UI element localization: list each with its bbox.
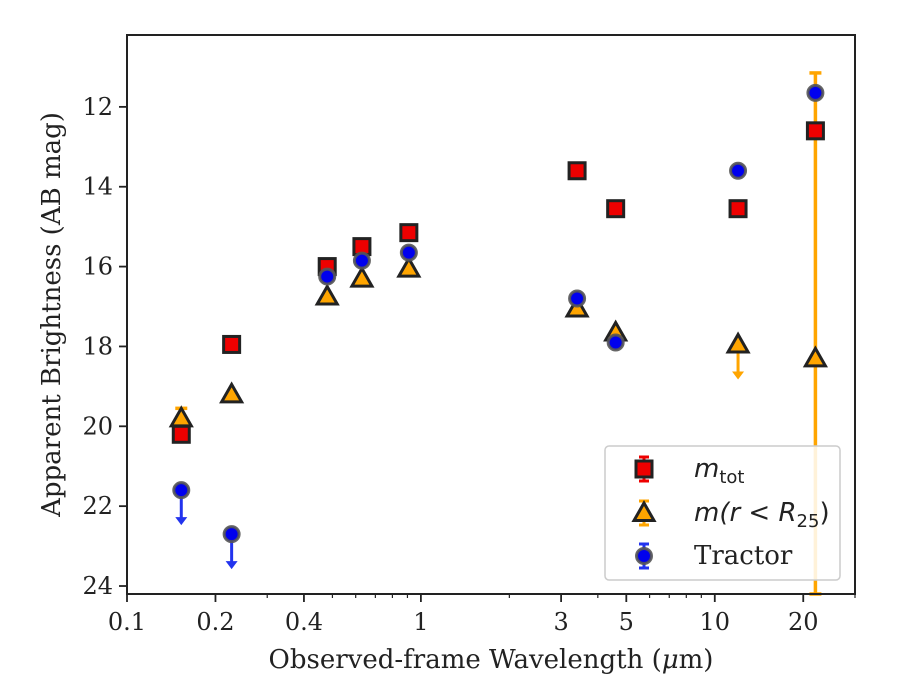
mtot-point [171,424,191,444]
tractor-point [352,251,371,270]
tractor-point [222,525,241,544]
legend-box [604,445,841,581]
upper-limit-head [175,517,188,526]
tractor-point [729,161,748,180]
x-tick-label: 3 [553,608,568,636]
mr25-point [349,265,375,288]
tractor-point [568,289,587,308]
legend-mtot-marker [634,459,654,479]
y-tick-label: 20 [82,412,113,440]
mtot-point [399,223,419,243]
legend-entry-m-r25: m(r < R25) [631,498,830,532]
mtot-point [805,121,825,141]
legend-label-tractor: Tractor [694,541,793,571]
mr25-point [396,255,422,278]
y-tick-label: 24 [82,572,113,600]
x-axis-label: Observed-frame Wavelength (μm) [269,645,714,675]
tractor-point [172,481,191,500]
y-tick-label: 12 [82,93,113,121]
x-tick-label: 0.2 [196,608,234,636]
mr25-point [219,381,245,404]
tractor-point [806,83,825,102]
y-tick-label: 14 [82,173,113,201]
axis-ticks: 0.1 0.2 0.4 1 3 5 10 20 12 14 16 18 20 22 24 [82,93,856,636]
y-axis-label: Apparent Brightness (AB mag) [37,112,67,518]
mtot-point [606,199,626,219]
mr25-point [802,345,828,368]
x-tick-label: 20 [788,608,819,636]
legend-mr25-marker [631,499,657,522]
tractor-point [318,267,337,286]
mr25-point [314,283,340,306]
mr25-point [725,331,751,354]
x-tick-label: 0.1 [108,608,146,636]
legend-entry-mtot: mtot [634,454,744,488]
y-tick-label: 22 [82,492,113,520]
legend-label-m-r25: m(r < R25) [694,498,830,532]
axes-frame [126,34,856,595]
y-tick-label: 18 [82,332,113,360]
mtot-point [728,199,748,219]
legend: mtot m(r < R25) Tractor [604,445,841,581]
plot-area [168,71,828,596]
mtot-point [567,161,587,181]
legend-label-mtot: mtot [694,454,744,488]
legend-tractor-marker [635,547,653,565]
upper-limit-head [225,561,238,570]
x-tick-label: 5 [619,608,634,636]
x-tick-label: 10 [700,608,731,636]
legend-entry-tractor: Tractor [635,541,793,571]
mtot-point [222,334,242,354]
x-tick-label: 1 [413,608,428,636]
tractor-point [399,243,418,262]
x-tick-label: 0.4 [285,608,323,636]
y-tick-label: 16 [82,253,113,281]
tractor-point [606,333,625,352]
upper-limit-head [732,371,745,380]
